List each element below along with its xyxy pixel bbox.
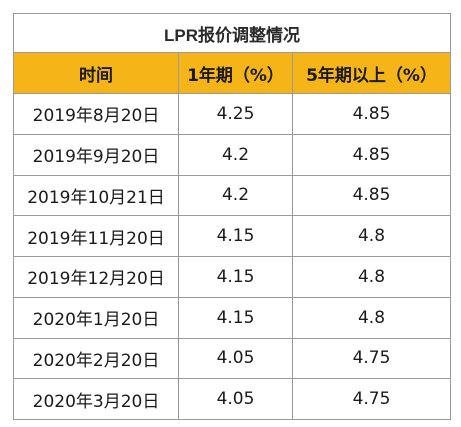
column-header-5y: 5年期以上（%） (291, 52, 452, 94)
rate-1y-cell: 4.05 (178, 378, 293, 420)
date-cell: 2019年12月20日 (13, 256, 179, 298)
table-title: LPR报价调整情况 (12, 13, 452, 53)
table-row: 2019年10月21日 4.2 4.85 (13, 174, 452, 217)
rate-5y-cell: 4.8 (291, 215, 452, 257)
rate-1y-cell: 4.15 (178, 296, 293, 339)
table-row: 2020年1月20日 4.15 4.8 (13, 296, 452, 339)
rate-1y-cell: 4.15 (178, 256, 293, 298)
rate-1y-cell: 4.2 (178, 133, 293, 176)
rate-5y-cell: 4.8 (291, 256, 452, 298)
date-cell: 2019年9月20日 (13, 133, 179, 176)
table-header-row: 时间 1年期（%） 5年期以上（%） (13, 52, 452, 94)
date-cell: 2020年2月20日 (13, 337, 179, 380)
date-cell: 2020年3月20日 (13, 378, 179, 420)
date-cell: 2020年1月20日 (13, 296, 179, 339)
rate-1y-cell: 4.2 (178, 174, 293, 217)
rate-5y-cell: 4.75 (291, 378, 452, 420)
rate-5y-cell: 4.8 (291, 296, 452, 339)
rate-5y-cell: 4.85 (291, 174, 452, 217)
column-header-1y: 1年期（%） (178, 52, 293, 94)
date-cell: 2019年11月20日 (13, 215, 179, 257)
rate-5y-cell: 4.85 (291, 133, 452, 176)
table-row: 2019年9月20日 4.2 4.85 (13, 133, 452, 176)
rate-5y-cell: 4.75 (291, 337, 452, 380)
table-row: 2019年8月20日 4.25 4.85 (13, 93, 452, 135)
table-title-row: LPR报价调整情况 (12, 13, 452, 53)
rate-1y-cell: 4.15 (178, 215, 293, 257)
lpr-table: LPR报价调整情况 时间 1年期（%） 5年期以上（%） 2019年8月20日 … (12, 13, 452, 420)
column-header-date: 时间 (13, 52, 179, 94)
date-cell: 2019年10月21日 (13, 174, 179, 217)
table-row: 2019年11月20日 4.15 4.8 (13, 215, 452, 257)
table-row: 2020年2月20日 4.05 4.75 (13, 337, 452, 380)
date-cell: 2019年8月20日 (13, 93, 179, 135)
table-row: 2020年3月20日 4.05 4.75 (13, 378, 452, 420)
rate-1y-cell: 4.25 (178, 93, 293, 135)
table-row: 2019年12月20日 4.15 4.8 (13, 256, 452, 298)
rate-1y-cell: 4.05 (178, 337, 293, 380)
rate-5y-cell: 4.85 (291, 93, 452, 135)
